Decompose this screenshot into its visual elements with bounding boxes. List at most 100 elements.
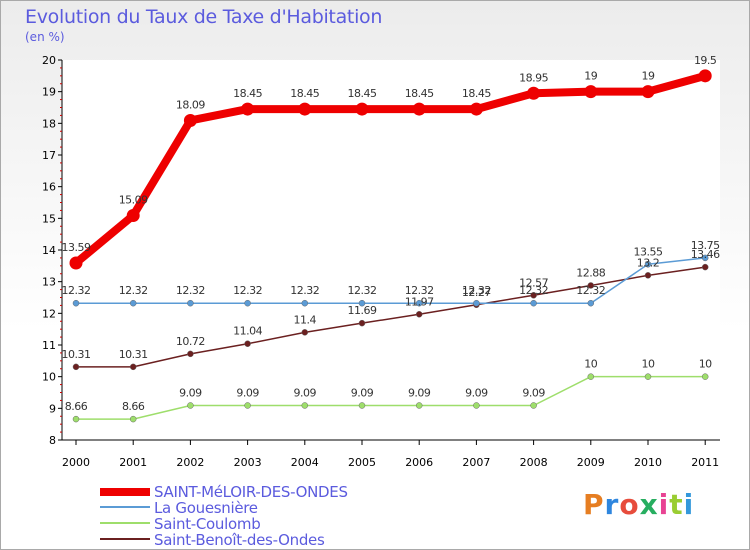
data-point-3	[129, 363, 137, 371]
data-label-1: 12.32	[176, 284, 205, 297]
data-label-0: 19.5	[694, 54, 717, 67]
data-point-1	[415, 299, 423, 307]
legend-swatch-saint-meloir	[100, 488, 150, 496]
data-label-1: 12.32	[348, 284, 377, 297]
data-point-0	[355, 102, 369, 116]
y-tick-label: 12	[42, 307, 56, 320]
chart-title: Evolution du Taux de Taxe d'Habitation	[25, 6, 383, 28]
data-label-3: 10.31	[62, 348, 91, 361]
data-point-3	[644, 272, 652, 279]
data-label-0: 18.95	[519, 71, 548, 84]
data-point-1	[587, 299, 595, 307]
data-label-3: 11.04	[233, 325, 262, 338]
y-tick-label: 11	[42, 339, 56, 352]
data-point-1	[530, 299, 537, 307]
y-tick-label: 14	[42, 244, 56, 257]
x-tick-label: 2007	[462, 456, 490, 469]
data-label-2: 9.09	[465, 386, 488, 399]
y-tick-label: 19	[42, 86, 56, 99]
y-tick-label: 17	[42, 149, 56, 162]
data-point-0	[698, 69, 712, 83]
data-point-3	[415, 311, 423, 318]
data-point-1	[701, 254, 709, 262]
data-point-0	[241, 102, 255, 116]
data-point-2	[72, 415, 80, 423]
data-label-1: 12.32	[405, 284, 434, 297]
data-label-0: 13.59	[62, 241, 91, 254]
data-label-3: 12.27	[462, 286, 491, 299]
legend-label-saint-benoit: Saint-Benoît-des-Ondes	[154, 531, 325, 549]
data-label-2: 9.09	[294, 386, 317, 399]
legend-label-saint-coulomb: Saint-Coulomb	[154, 515, 261, 533]
data-label-3: 10.31	[119, 348, 148, 361]
data-point-3	[301, 329, 309, 336]
data-label-0: 18.45	[290, 87, 319, 100]
data-point-0	[183, 113, 197, 127]
data-point-3	[530, 292, 537, 299]
data-label-0: 19	[584, 70, 597, 83]
legend-label-la-gouesniere: La Gouesnière	[154, 499, 258, 517]
data-label-1: 12.32	[462, 284, 491, 297]
x-tick-label: 2010	[634, 456, 662, 469]
series-line-2	[75, 375, 706, 420]
data-point-3	[187, 350, 194, 358]
data-label-2: 8.66	[122, 400, 145, 413]
data-label-1: 12.32	[119, 284, 148, 297]
data-point-0	[527, 86, 541, 100]
data-label-2: 9.09	[351, 386, 374, 399]
data-label-2: 9.09	[179, 386, 202, 399]
data-label-1: 13.75	[691, 239, 720, 252]
data-label-0: 15.09	[119, 193, 148, 206]
data-label-3: 11.69	[348, 304, 377, 317]
data-label-1: 12.32	[233, 284, 262, 297]
legend-swatch-saint-coulomb	[100, 522, 150, 524]
data-label-0: 18.45	[233, 87, 262, 100]
data-label-0: 18.45	[348, 87, 377, 100]
data-label-1: 12.32	[62, 284, 91, 297]
data-label-0: 18.09	[176, 98, 205, 111]
data-point-0	[584, 85, 598, 99]
data-label-3: 11.97	[405, 295, 434, 308]
data-point-1	[129, 299, 137, 307]
data-point-2	[129, 415, 137, 423]
data-point-2	[530, 402, 537, 409]
data-point-0	[412, 102, 426, 116]
y-axis-unit: (en %)	[25, 30, 65, 44]
series-line-1	[75, 257, 706, 304]
data-point-2	[415, 402, 423, 409]
data-point-0	[469, 102, 483, 116]
data-point-1	[644, 261, 652, 268]
data-point-2	[187, 402, 194, 409]
y-tick-label: 9	[49, 402, 56, 415]
data-label-0: 19	[642, 70, 655, 83]
data-point-1	[358, 299, 366, 307]
data-point-2	[701, 373, 709, 380]
data-label-2: 8.66	[65, 400, 88, 413]
y-tick-label: 20	[42, 54, 56, 67]
data-label-3: 10.72	[176, 335, 205, 348]
x-tick-label: 2002	[176, 456, 204, 469]
data-point-2	[473, 402, 480, 409]
data-label-2: 10	[584, 358, 597, 371]
data-point-2	[301, 402, 309, 409]
data-point-0	[69, 256, 83, 270]
y-tick-label: 10	[42, 371, 56, 384]
data-point-0	[641, 85, 655, 99]
x-tick-label: 2005	[348, 456, 376, 469]
data-point-3	[244, 340, 251, 347]
plot-area	[62, 60, 720, 440]
proxiti-logo: Proxiti	[583, 488, 695, 521]
data-label-2: 10	[699, 358, 712, 371]
x-tick-label: 2001	[119, 456, 147, 469]
data-label-3: 13.2	[637, 256, 660, 269]
legend-swatch-saint-benoit	[100, 538, 150, 540]
data-label-1: 12.32	[519, 284, 548, 297]
x-tick-label: 2003	[234, 456, 262, 469]
data-label-2: 9.09	[236, 386, 259, 399]
data-point-2	[644, 373, 652, 380]
y-tick-label: 16	[42, 181, 56, 194]
data-label-2: 9.09	[522, 386, 545, 399]
data-label-2: 9.09	[408, 386, 431, 399]
data-label-1: 12.32	[290, 284, 319, 297]
data-point-1	[244, 299, 251, 307]
